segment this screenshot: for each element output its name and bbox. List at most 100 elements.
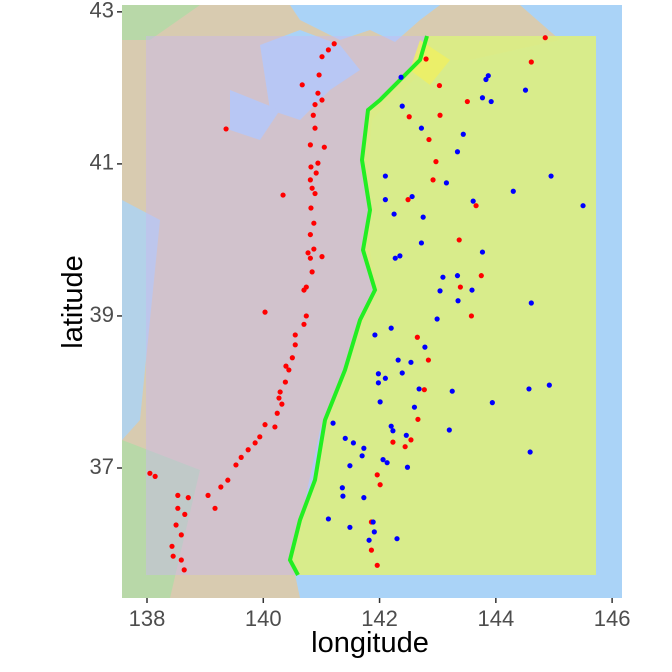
zone-patch [410,40,450,85]
point [319,54,325,60]
point [449,388,455,394]
point [308,164,314,170]
point [430,177,436,183]
point [374,472,380,478]
point [418,240,425,246]
point [305,250,311,256]
point [315,160,321,166]
point [245,447,251,453]
point [470,198,476,204]
point [173,522,179,528]
point [380,457,386,463]
point [408,437,414,443]
point [299,82,305,88]
point [311,220,317,226]
point [390,439,396,445]
point [274,410,280,416]
point [402,444,408,450]
point [225,477,231,483]
point [175,492,181,498]
y-tick-label: 37 [90,454,114,479]
point [446,427,452,433]
bay [260,30,360,120]
point [316,72,322,78]
point [382,197,388,203]
point [397,253,403,259]
point [319,254,325,260]
point [280,192,286,198]
point [175,505,181,511]
point [382,375,388,381]
point [170,553,176,559]
point [409,193,415,200]
point [528,59,534,65]
x-tick-label: 142 [361,606,398,631]
point [359,453,365,459]
point [478,273,484,279]
sea [122,200,160,440]
point [388,423,394,429]
point [399,370,405,376]
point [257,434,263,440]
x-tick-label: 140 [245,606,282,631]
point [411,404,418,410]
point [406,114,412,120]
point [262,422,268,428]
point [321,144,327,150]
point [309,269,315,275]
point [418,125,425,131]
forest [122,440,200,598]
point [310,112,316,118]
point [404,464,411,470]
point [580,203,586,209]
point [223,126,229,132]
point [340,493,346,499]
point [330,420,336,426]
point [289,355,295,361]
point [375,371,381,377]
point [408,359,414,365]
point [405,197,411,203]
point [436,82,443,89]
point [455,298,461,304]
point [548,173,554,179]
point [312,125,318,131]
point [182,511,188,517]
point [473,203,479,209]
point [279,401,285,407]
point [169,543,175,549]
point [377,482,383,488]
point [282,379,288,385]
point [483,76,489,83]
bay [230,90,280,140]
point [414,334,420,340]
y-tick-label: 43 [90,0,114,23]
point [311,246,317,252]
point [312,101,318,108]
point [315,90,321,96]
land [122,5,560,598]
point [312,190,318,197]
point [425,357,431,363]
point [212,505,218,511]
point [147,470,153,476]
y-tick-label: 39 [90,302,114,327]
point [325,516,331,522]
point [325,47,331,53]
point [185,495,191,501]
point [434,316,440,322]
point [277,389,283,395]
point [460,131,466,137]
point [526,386,532,392]
point [391,211,397,217]
point [420,214,426,220]
point [370,519,376,525]
point [276,395,282,401]
point [307,177,313,183]
y-axis-title: latitude [57,255,89,349]
point [307,255,313,261]
point [384,460,390,466]
point [423,56,429,62]
point [382,173,388,179]
point [283,363,289,369]
